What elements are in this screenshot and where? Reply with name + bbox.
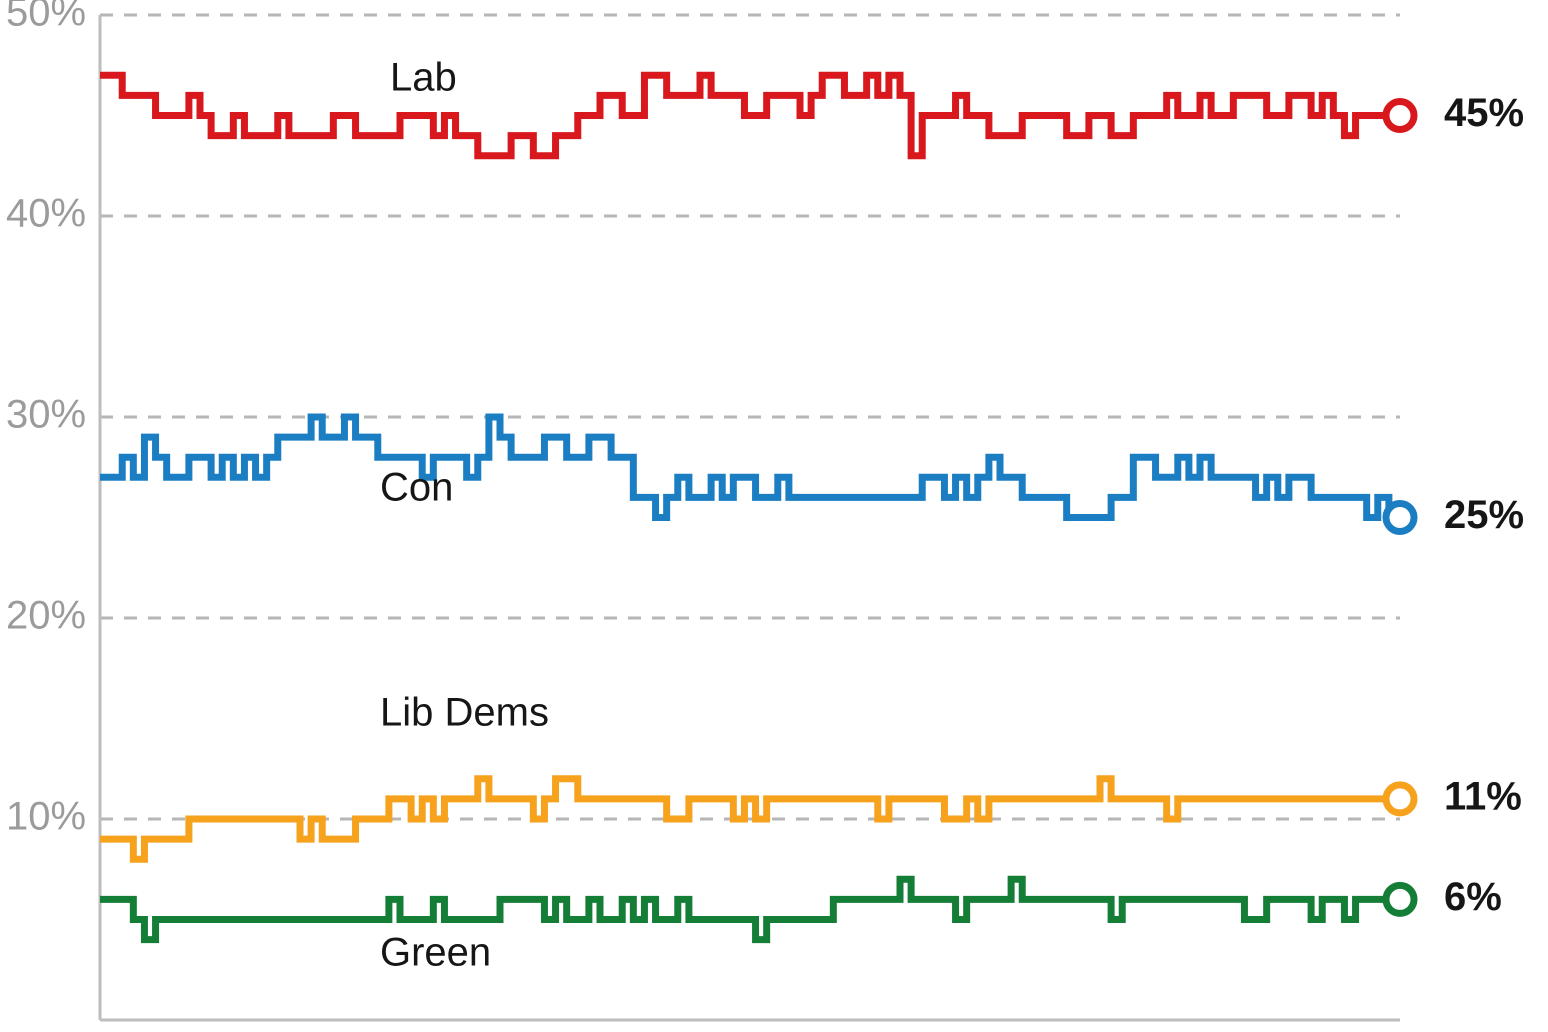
y-axis-label: 30%	[6, 393, 86, 437]
y-axis-label: 40%	[6, 192, 86, 236]
series-end-value-green: 6%	[1444, 875, 1502, 919]
series-end-marker-libdems	[1386, 785, 1414, 813]
series-label-green: Green	[380, 931, 491, 975]
series-label-con: Con	[380, 466, 453, 510]
series-end-value-libdems: 11%	[1444, 774, 1522, 818]
series-label-lab: Lab	[390, 56, 457, 100]
y-axis-label: 50%	[6, 0, 86, 35]
series-label-libdems: Lib Dems	[380, 691, 549, 735]
series-end-marker-green	[1386, 885, 1414, 913]
series-end-value-lab: 45%	[1444, 91, 1524, 135]
y-axis-label: 20%	[6, 594, 86, 638]
series-end-value-con: 25%	[1444, 493, 1524, 537]
series-end-marker-lab	[1386, 102, 1414, 130]
polling-line-chart: 10% 20% 30% 40% 50% 45% Lab 25% Con 11% Lib Dems 6%…	[0, 0, 1548, 1032]
y-axis-label: 10%	[6, 795, 86, 839]
series-end-marker-con	[1386, 504, 1414, 532]
